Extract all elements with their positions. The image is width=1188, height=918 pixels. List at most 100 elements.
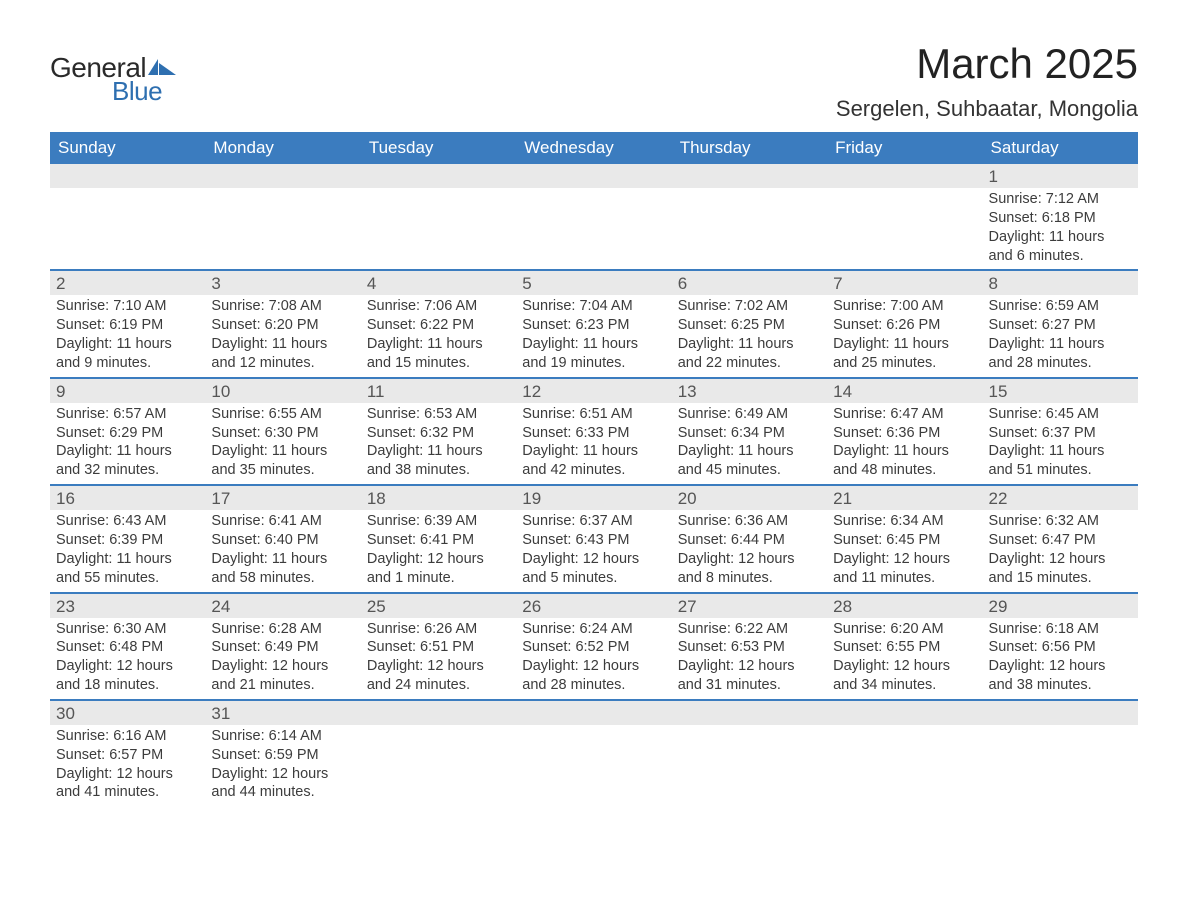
empty-day-bar — [983, 701, 1138, 725]
daylight-text: Daylight: 11 hours and 15 minutes. — [367, 335, 510, 373]
day-content: Sunrise: 7:04 AMSunset: 6:23 PMDaylight:… — [516, 295, 671, 376]
sunrise-text: Sunrise: 7:10 AM — [56, 297, 199, 316]
day-content: Sunrise: 6:53 AMSunset: 6:32 PMDaylight:… — [361, 403, 516, 484]
calendar-day-cell: 2Sunrise: 7:10 AMSunset: 6:19 PMDaylight… — [50, 270, 205, 377]
day-number: 9 — [50, 379, 205, 403]
sunset-text: Sunset: 6:20 PM — [211, 316, 354, 335]
empty-day-bar — [361, 701, 516, 725]
calendar-day-cell: 19Sunrise: 6:37 AMSunset: 6:43 PMDayligh… — [516, 485, 671, 592]
calendar-day-cell: 24Sunrise: 6:28 AMSunset: 6:49 PMDayligh… — [205, 593, 360, 700]
daylight-text: Daylight: 12 hours and 31 minutes. — [678, 657, 821, 695]
day-number: 26 — [516, 594, 671, 618]
sunset-text: Sunset: 6:59 PM — [211, 746, 354, 765]
weekday-header: Thursday — [672, 132, 827, 164]
calendar-table: SundayMondayTuesdayWednesdayThursdayFrid… — [50, 132, 1138, 806]
header: General Blue March 2025 Sergelen, Suhbaa… — [50, 40, 1138, 122]
day-content: Sunrise: 6:30 AMSunset: 6:48 PMDaylight:… — [50, 618, 205, 699]
daylight-text: Daylight: 12 hours and 18 minutes. — [56, 657, 199, 695]
day-content: Sunrise: 7:00 AMSunset: 6:26 PMDaylight:… — [827, 295, 982, 376]
day-content: Sunrise: 7:12 AMSunset: 6:18 PMDaylight:… — [983, 188, 1138, 269]
empty-day-bar — [516, 701, 671, 725]
daylight-text: Daylight: 11 hours and 38 minutes. — [367, 442, 510, 480]
sunset-text: Sunset: 6:34 PM — [678, 424, 821, 443]
calendar-day-cell: 11Sunrise: 6:53 AMSunset: 6:32 PMDayligh… — [361, 378, 516, 485]
empty-day-bar — [827, 164, 982, 188]
sunrise-text: Sunrise: 7:08 AM — [211, 297, 354, 316]
day-number: 24 — [205, 594, 360, 618]
sunset-text: Sunset: 6:43 PM — [522, 531, 665, 550]
calendar-day-cell: 3Sunrise: 7:08 AMSunset: 6:20 PMDaylight… — [205, 270, 360, 377]
sunrise-text: Sunrise: 6:57 AM — [56, 405, 199, 424]
sunset-text: Sunset: 6:47 PM — [989, 531, 1132, 550]
sunrise-text: Sunrise: 6:32 AM — [989, 512, 1132, 531]
day-content: Sunrise: 6:18 AMSunset: 6:56 PMDaylight:… — [983, 618, 1138, 699]
day-number: 22 — [983, 486, 1138, 510]
calendar-day-cell: 29Sunrise: 6:18 AMSunset: 6:56 PMDayligh… — [983, 593, 1138, 700]
day-content: Sunrise: 6:24 AMSunset: 6:52 PMDaylight:… — [516, 618, 671, 699]
calendar-day-cell: 17Sunrise: 6:41 AMSunset: 6:40 PMDayligh… — [205, 485, 360, 592]
daylight-text: Daylight: 12 hours and 11 minutes. — [833, 550, 976, 588]
sunrise-text: Sunrise: 6:14 AM — [211, 727, 354, 746]
day-content: Sunrise: 6:55 AMSunset: 6:30 PMDaylight:… — [205, 403, 360, 484]
daylight-text: Daylight: 11 hours and 45 minutes. — [678, 442, 821, 480]
sunrise-text: Sunrise: 6:16 AM — [56, 727, 199, 746]
sunrise-text: Sunrise: 6:49 AM — [678, 405, 821, 424]
day-content: Sunrise: 6:41 AMSunset: 6:40 PMDaylight:… — [205, 510, 360, 591]
sunset-text: Sunset: 6:22 PM — [367, 316, 510, 335]
day-number: 18 — [361, 486, 516, 510]
sunrise-text: Sunrise: 6:55 AM — [211, 405, 354, 424]
calendar-day-cell: 31Sunrise: 6:14 AMSunset: 6:59 PMDayligh… — [205, 700, 360, 806]
calendar-day-cell: 13Sunrise: 6:49 AMSunset: 6:34 PMDayligh… — [672, 378, 827, 485]
logo-text-blue: Blue — [112, 76, 162, 107]
sunrise-text: Sunrise: 6:20 AM — [833, 620, 976, 639]
day-content: Sunrise: 7:10 AMSunset: 6:19 PMDaylight:… — [50, 295, 205, 376]
day-number: 5 — [516, 271, 671, 295]
day-content: Sunrise: 6:39 AMSunset: 6:41 PMDaylight:… — [361, 510, 516, 591]
empty-day-bar — [672, 164, 827, 188]
daylight-text: Daylight: 12 hours and 5 minutes. — [522, 550, 665, 588]
sunset-text: Sunset: 6:27 PM — [989, 316, 1132, 335]
weekday-header: Wednesday — [516, 132, 671, 164]
sunrise-text: Sunrise: 7:06 AM — [367, 297, 510, 316]
day-number: 11 — [361, 379, 516, 403]
daylight-text: Daylight: 11 hours and 6 minutes. — [989, 228, 1132, 266]
day-content: Sunrise: 6:45 AMSunset: 6:37 PMDaylight:… — [983, 403, 1138, 484]
calendar-empty-cell — [361, 164, 516, 270]
calendar-empty-cell — [983, 700, 1138, 806]
empty-day-bar — [672, 701, 827, 725]
calendar-day-cell: 18Sunrise: 6:39 AMSunset: 6:41 PMDayligh… — [361, 485, 516, 592]
calendar-week-row: 1Sunrise: 7:12 AMSunset: 6:18 PMDaylight… — [50, 164, 1138, 270]
sunset-text: Sunset: 6:29 PM — [56, 424, 199, 443]
day-content: Sunrise: 6:20 AMSunset: 6:55 PMDaylight:… — [827, 618, 982, 699]
day-number: 31 — [205, 701, 360, 725]
sunrise-text: Sunrise: 6:22 AM — [678, 620, 821, 639]
sunset-text: Sunset: 6:18 PM — [989, 209, 1132, 228]
calendar-week-row: 30Sunrise: 6:16 AMSunset: 6:57 PMDayligh… — [50, 700, 1138, 806]
weekday-header: Saturday — [983, 132, 1138, 164]
sunset-text: Sunset: 6:56 PM — [989, 638, 1132, 657]
sunrise-text: Sunrise: 6:26 AM — [367, 620, 510, 639]
day-content: Sunrise: 6:51 AMSunset: 6:33 PMDaylight:… — [516, 403, 671, 484]
sunset-text: Sunset: 6:26 PM — [833, 316, 976, 335]
calendar-day-cell: 26Sunrise: 6:24 AMSunset: 6:52 PMDayligh… — [516, 593, 671, 700]
day-number: 8 — [983, 271, 1138, 295]
sunrise-text: Sunrise: 6:45 AM — [989, 405, 1132, 424]
daylight-text: Daylight: 11 hours and 58 minutes. — [211, 550, 354, 588]
daylight-text: Daylight: 11 hours and 32 minutes. — [56, 442, 199, 480]
calendar-day-cell: 4Sunrise: 7:06 AMSunset: 6:22 PMDaylight… — [361, 270, 516, 377]
daylight-text: Daylight: 11 hours and 12 minutes. — [211, 335, 354, 373]
daylight-text: Daylight: 12 hours and 34 minutes. — [833, 657, 976, 695]
daylight-text: Daylight: 11 hours and 51 minutes. — [989, 442, 1132, 480]
sunrise-text: Sunrise: 6:34 AM — [833, 512, 976, 531]
sunset-text: Sunset: 6:44 PM — [678, 531, 821, 550]
day-content: Sunrise: 6:32 AMSunset: 6:47 PMDaylight:… — [983, 510, 1138, 591]
location: Sergelen, Suhbaatar, Mongolia — [836, 96, 1138, 122]
sunset-text: Sunset: 6:55 PM — [833, 638, 976, 657]
weekday-header: Monday — [205, 132, 360, 164]
calendar-empty-cell — [827, 700, 982, 806]
sunset-text: Sunset: 6:40 PM — [211, 531, 354, 550]
day-number: 1 — [983, 164, 1138, 188]
sunset-text: Sunset: 6:45 PM — [833, 531, 976, 550]
sunrise-text: Sunrise: 6:30 AM — [56, 620, 199, 639]
daylight-text: Daylight: 12 hours and 15 minutes. — [989, 550, 1132, 588]
